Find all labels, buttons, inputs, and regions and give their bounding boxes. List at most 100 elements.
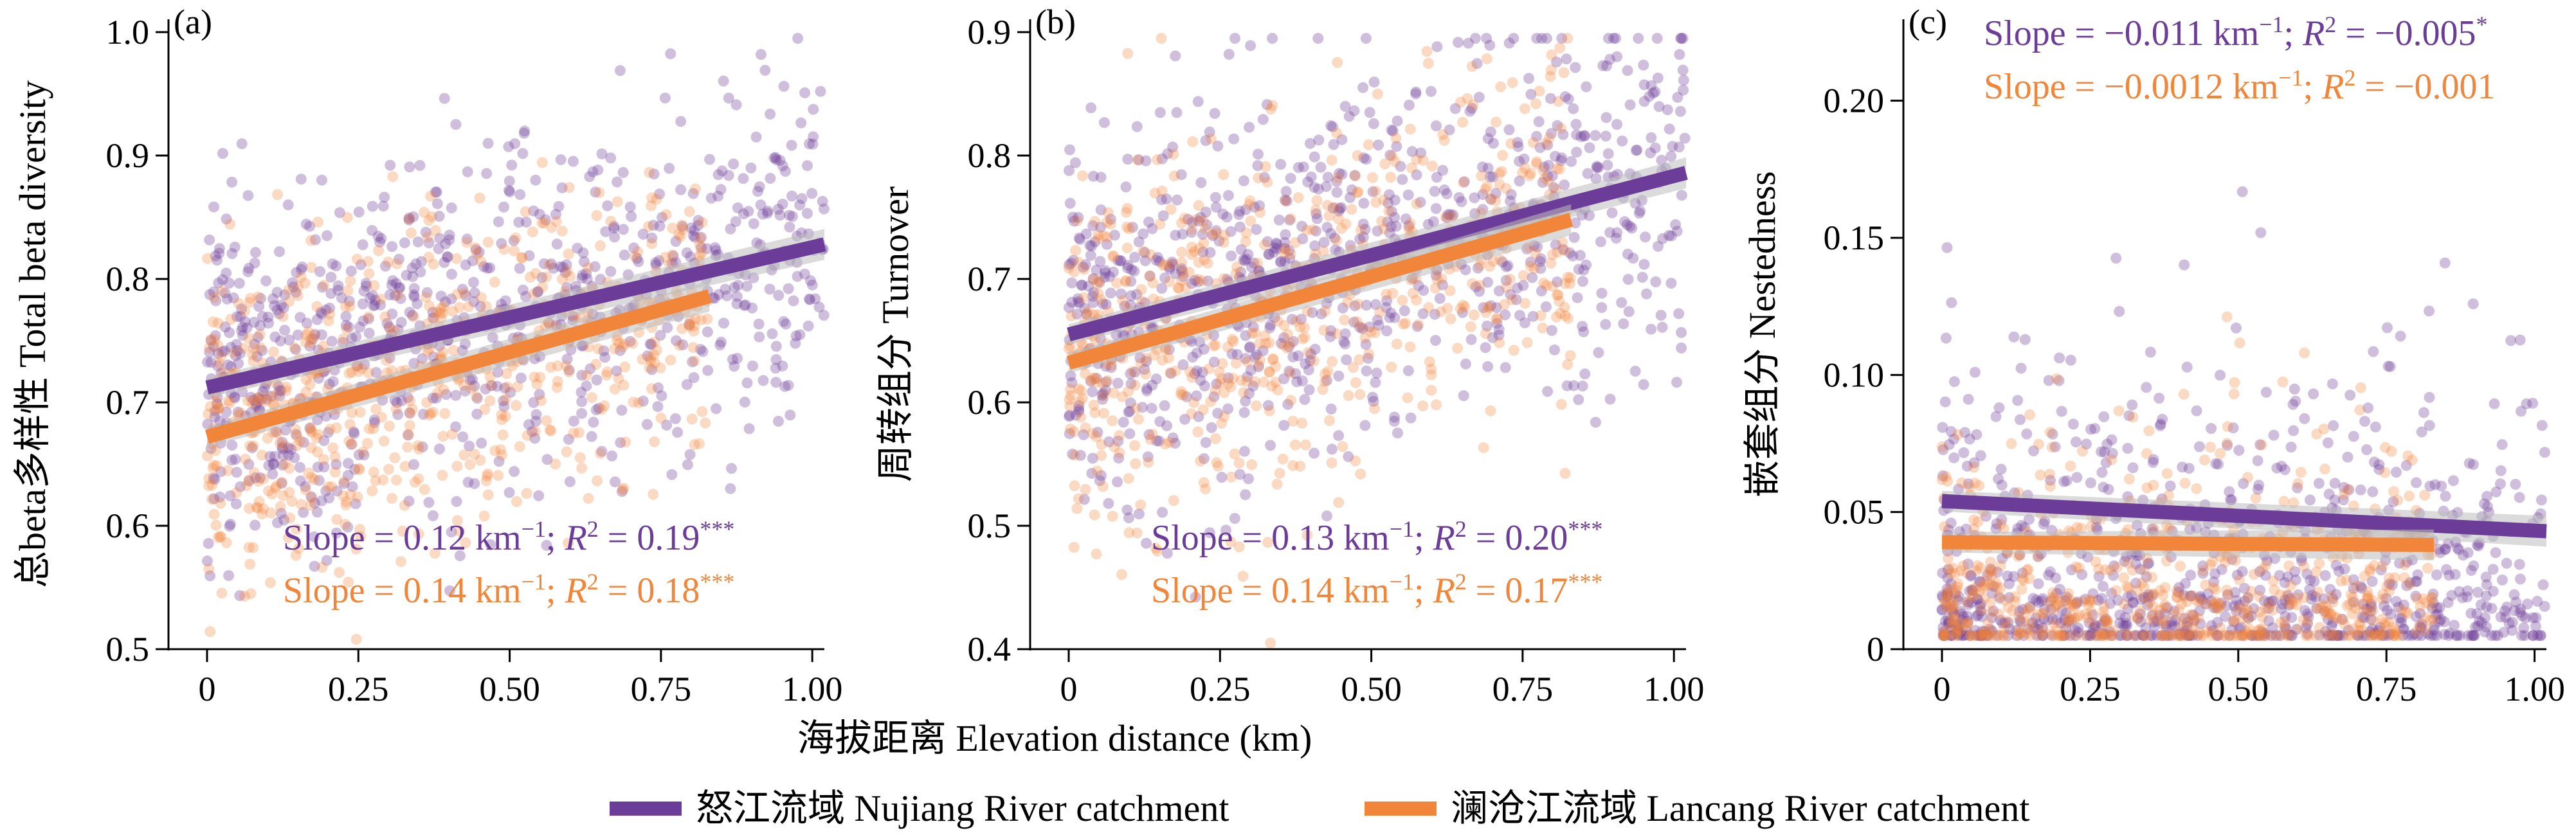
scatter-point [2071, 598, 2082, 609]
scatter-point [346, 366, 358, 378]
scatter-point [489, 445, 501, 456]
scatter-point [224, 490, 236, 501]
scatter-point [509, 245, 520, 256]
scatter-point [646, 200, 657, 211]
scatter-point [714, 339, 726, 351]
scatter-point [1243, 473, 1254, 485]
scatter-point [1325, 120, 1337, 132]
y-tick-label: 0.15 [1824, 219, 1885, 257]
scatter-point [212, 348, 224, 359]
scatter-point [1188, 397, 1200, 408]
scatter-point [2411, 576, 2422, 587]
scatter-point [2471, 608, 2483, 620]
scatter-point [2451, 630, 2463, 641]
scatter-point [228, 391, 240, 402]
scatter-point [1503, 124, 1515, 136]
scatter-point [1336, 134, 1348, 145]
scatter-point [1097, 393, 1109, 405]
stat-annotation: Slope = 0.14 km−1; R2 = 0.17*** [1151, 569, 1602, 611]
scatter-point [1638, 258, 1650, 270]
scatter-point [1098, 408, 1110, 419]
scatter-point [236, 325, 248, 336]
scatter-point [550, 458, 561, 470]
scatter-point [1071, 309, 1083, 320]
scatter-point [1066, 257, 1077, 269]
scatter-point [596, 404, 608, 415]
scatter-point [655, 412, 667, 424]
scatter-point [1192, 273, 1204, 285]
scatter-point [1984, 565, 1996, 577]
scatter-point [773, 415, 784, 427]
scatter-point [511, 496, 522, 507]
scatter-point [1244, 195, 1256, 206]
scatter-point [745, 162, 757, 174]
scatter-point [1312, 183, 1324, 195]
scatter-point [1156, 354, 1168, 366]
scatter-point [712, 169, 724, 181]
scatter-point [628, 242, 640, 254]
scatter-point [1154, 107, 1166, 118]
scatter-point [343, 577, 354, 588]
scatter-point [1302, 305, 1313, 317]
scatter-point [687, 230, 699, 241]
scatter-point [518, 127, 530, 139]
scatter-point [248, 395, 259, 406]
scatter-point [346, 332, 358, 344]
scatter-point [595, 448, 606, 459]
scatter-point [1066, 277, 1078, 289]
scatter-point [601, 366, 613, 378]
scatter-point [2205, 442, 2216, 453]
scatter-point [1073, 406, 1085, 417]
scatter-point [731, 291, 743, 302]
scatter-point [1381, 302, 1392, 313]
legend-label: 怒江流域 Nujiang River catchment [696, 787, 1229, 829]
scatter-point [2023, 514, 2035, 525]
scatter-point [770, 363, 781, 374]
scatter-point [2178, 388, 2190, 400]
scatter-point [2481, 579, 2492, 590]
scatter-point [1148, 349, 1160, 361]
scatter-point [343, 458, 354, 469]
scatter-point [1297, 233, 1309, 245]
scatter-point [1081, 309, 1093, 320]
scatter-point [2033, 596, 2044, 608]
scatter-point [250, 400, 262, 411]
scatter-point [2233, 445, 2245, 456]
scatter-point [331, 514, 343, 525]
scatter-point [498, 400, 510, 412]
scatter-point [632, 246, 644, 258]
scatter-point [295, 475, 306, 487]
scatter-point [1073, 404, 1085, 415]
scatter-point [1445, 313, 1456, 325]
scatter-point [755, 199, 766, 211]
scatter-point [1330, 328, 1342, 339]
scatter-point [300, 373, 312, 385]
scatter-point [579, 256, 590, 267]
scatter-point [2085, 630, 2096, 641]
scatter-point [1441, 188, 1453, 199]
scatter-point [290, 287, 302, 298]
scatter-point [2490, 547, 2501, 559]
scatter-point [686, 413, 698, 425]
scatter-point [1280, 229, 1291, 240]
scatter-point [1365, 326, 1377, 337]
scatter-point [739, 300, 751, 310]
scatter-point [1939, 396, 1951, 408]
scatter-point [313, 475, 325, 486]
scatter-point [2412, 569, 2424, 580]
scatter-point [390, 278, 402, 289]
scatter-point [1122, 262, 1133, 274]
scatter-point [1494, 337, 1505, 348]
scatter-point [1510, 294, 1522, 305]
scatter-point [1941, 630, 1952, 641]
scatter-point [1143, 429, 1155, 440]
scatter-point [1462, 93, 1473, 104]
scatter-point [1152, 252, 1163, 264]
scatter-point [2382, 361, 2394, 372]
scatter-point [617, 341, 628, 353]
stat-annotation: Slope = −0.0012 km−1; R2 = −0.001 [1984, 65, 2496, 107]
scatter-point [1112, 255, 1124, 266]
scatter-point [503, 487, 515, 498]
scatter-point [209, 411, 221, 423]
scatter-point [690, 313, 702, 325]
